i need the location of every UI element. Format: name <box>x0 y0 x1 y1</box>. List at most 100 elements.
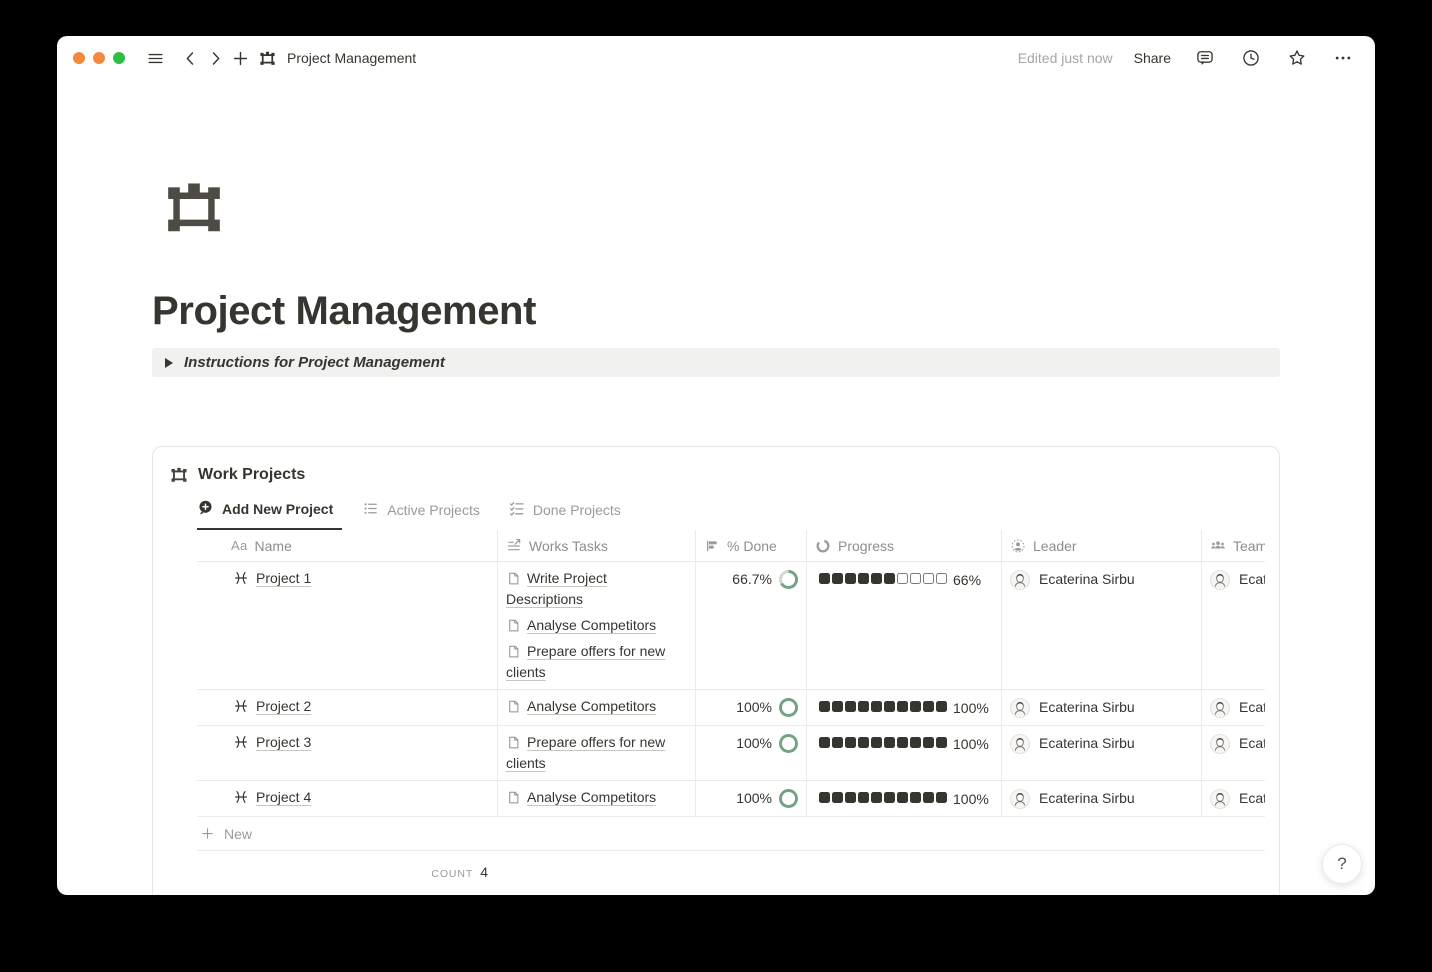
cell-name[interactable]: Project 1 <box>197 562 498 689</box>
tab-label: Add New Project <box>222 501 334 517</box>
table-header-row: Aa Name Works Tasks % Done Progress Leader Tea… <box>197 530 1265 562</box>
project-page-link[interactable]: Project 1 <box>256 570 312 586</box>
project-icon <box>233 734 249 750</box>
progress-bar <box>819 570 947 584</box>
progress-square <box>819 792 830 803</box>
progress-square <box>884 573 895 584</box>
cell-progress: 100% <box>807 726 1002 780</box>
page-icon-frame[interactable] <box>163 177 225 239</box>
checklist-icon <box>508 500 525 520</box>
instructions-toggle[interactable]: Instructions for Project Management <box>152 348 1280 377</box>
progress-square <box>819 737 830 748</box>
progress-bar <box>819 789 947 803</box>
progress-label: 100% <box>953 791 989 807</box>
toggle-label: Instructions for Project Management <box>184 354 445 371</box>
count-footer[interactable]: COUNT 4 <box>197 851 498 880</box>
column-header-leader[interactable]: Leader <box>1002 530 1202 561</box>
project-page-link[interactable]: Project 4 <box>256 789 312 805</box>
cell-percent-done: 66.7% <box>696 562 807 689</box>
cell-leader[interactable]: Ecaterina Sirbu <box>1002 562 1202 689</box>
task-page-link[interactable]: Write Project Descriptions <box>506 570 607 607</box>
task-page-link[interactable]: Prepare offers for new clients <box>506 734 666 771</box>
history-clock-icon[interactable] <box>1238 45 1263 71</box>
table-row-project-1: Project 1 Write Project Descriptions Analy… <box>197 562 1265 690</box>
cell-team[interactable]: Ecaterina Sirbu <box>1202 690 1265 725</box>
project-icon <box>233 570 249 586</box>
document-icon <box>506 735 521 750</box>
new-row-label: New <box>224 825 253 842</box>
task-item[interactable]: Prepare offers for new clients <box>506 641 687 683</box>
project-page-link[interactable]: Project 3 <box>256 734 312 750</box>
close-window-button[interactable] <box>73 52 85 64</box>
column-label: Works Tasks <box>529 537 608 554</box>
help-button[interactable]: ? <box>1322 844 1362 884</box>
tab-active-projects[interactable]: Active Projects <box>362 497 488 530</box>
cell-leader[interactable]: Ecaterina Sirbu <box>1002 690 1202 725</box>
cell-name[interactable]: Project 2 <box>197 690 498 725</box>
favorite-star-icon[interactable] <box>1284 45 1309 71</box>
forward-icon[interactable] <box>203 45 228 71</box>
new-page-icon[interactable] <box>228 45 253 71</box>
cell-leader[interactable]: Ecaterina Sirbu <box>1002 726 1202 780</box>
task-page-link[interactable]: Analyse Competitors <box>527 698 657 714</box>
progress-square <box>858 573 869 584</box>
cell-team[interactable]: Ecaterina Sirbu <box>1202 562 1265 689</box>
minimize-window-button[interactable] <box>93 52 105 64</box>
task-item[interactable]: Prepare offers for new clients <box>506 732 687 774</box>
progress-square <box>897 737 908 748</box>
task-item[interactable]: Analyse Competitors <box>506 615 687 636</box>
project-icon <box>233 698 249 714</box>
breadcrumb[interactable]: Project Management <box>287 50 417 66</box>
leader-name: Ecaterina Sirbu <box>1039 790 1135 806</box>
zoom-window-button[interactable] <box>113 52 125 64</box>
cell-name[interactable]: Project 4 <box>197 781 498 816</box>
column-header-name[interactable]: Aa Name <box>197 530 498 561</box>
plus-bubble-icon <box>197 499 214 519</box>
cell-works-tasks: Analyse Competitors <box>498 781 696 816</box>
cell-team[interactable]: Ecaterina Sirbu <box>1202 726 1265 780</box>
cell-team[interactable]: Ecaterina Sirbu <box>1202 781 1265 816</box>
column-label: Progress <box>838 537 895 554</box>
comments-icon[interactable] <box>1192 45 1217 71</box>
tab-add-new-project[interactable]: Add New Project <box>197 497 343 530</box>
column-header-works-tasks[interactable]: Works Tasks <box>498 530 696 561</box>
back-icon[interactable] <box>178 45 203 71</box>
task-item[interactable]: Analyse Competitors <box>506 787 687 808</box>
progress-square <box>858 701 869 712</box>
leader-name: Ecaterina Sirbu <box>1039 699 1135 715</box>
task-page-link[interactable]: Analyse Competitors <box>527 789 657 805</box>
new-row-button[interactable]: New <box>197 817 1265 851</box>
project-page-link[interactable]: Project 2 <box>256 698 312 714</box>
table-viewport: Aa Name Works Tasks % Done Progress Leader Tea… <box>197 530 1265 880</box>
toggle-triangle-icon[interactable] <box>165 357 173 368</box>
task-page-link[interactable]: Prepare offers for new clients <box>506 643 666 680</box>
cell-name[interactable]: Project 3 <box>197 726 498 780</box>
share-button[interactable]: Share <box>1133 50 1171 66</box>
column-label: Name <box>254 537 292 554</box>
progress-square <box>845 573 856 584</box>
progress-square <box>884 737 895 748</box>
task-page-link[interactable]: Analyse Competitors <box>527 617 657 633</box>
task-item[interactable]: Analyse Competitors <box>506 696 687 717</box>
progress-label: 100% <box>953 700 989 716</box>
more-options-icon[interactable] <box>1330 45 1355 71</box>
cell-progress: 100% <box>807 690 1002 725</box>
tab-done-projects[interactable]: Done Projects <box>508 497 629 530</box>
cell-progress: 100% <box>807 781 1002 816</box>
column-header-team[interactable]: Team <box>1202 530 1265 561</box>
progress-label: 100% <box>953 736 989 752</box>
formula-circle-icon <box>815 538 831 554</box>
progress-square <box>897 573 908 584</box>
progress-square <box>910 737 921 748</box>
board-title[interactable]: Work Projects <box>198 466 306 483</box>
leader-name: Ecaterina Sirbu <box>1039 571 1135 587</box>
progress-square <box>832 701 843 712</box>
column-header-progress[interactable]: Progress <box>807 530 1002 561</box>
progress-label: 66% <box>953 572 982 588</box>
progress-square <box>923 737 934 748</box>
task-item[interactable]: Write Project Descriptions <box>506 568 687 610</box>
cell-leader[interactable]: Ecaterina Sirbu <box>1002 781 1202 816</box>
leader-name: Ecaterina Sirbu <box>1039 735 1135 751</box>
menu-icon[interactable] <box>143 45 168 71</box>
column-header-done[interactable]: % Done <box>696 530 807 561</box>
